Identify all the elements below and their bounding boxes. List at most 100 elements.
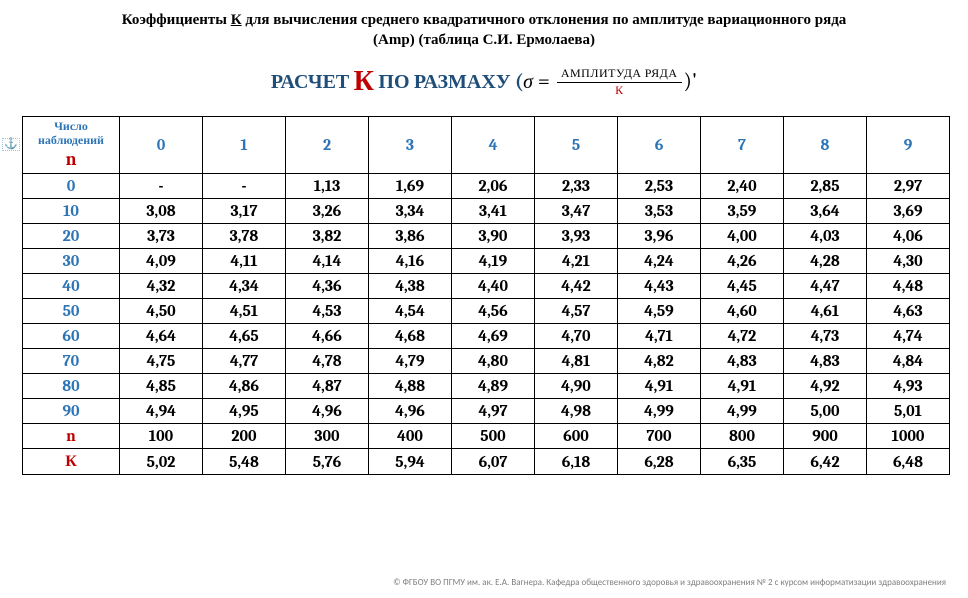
- table-cell: 4,59: [618, 299, 701, 324]
- table-cell: 4,78: [286, 349, 369, 374]
- table-cell: 2,40: [701, 174, 784, 199]
- table-cell: 4,70: [535, 324, 618, 349]
- table-cell: 4,99: [618, 399, 701, 424]
- table-cell: 4,85: [120, 374, 203, 399]
- table-cell: 3,08: [120, 199, 203, 224]
- table-cell: 4,72: [701, 324, 784, 349]
- row-label: 60: [23, 324, 120, 349]
- header-n-symbol: n: [23, 150, 119, 171]
- table-cell: 2,06: [452, 174, 535, 199]
- table-cell: 4,34: [203, 274, 286, 299]
- table-row: 704,754,774,784,794,804,814,824,834,834,…: [23, 349, 950, 374]
- table-cell: 4,11: [203, 249, 286, 274]
- table-cell: 4,92: [784, 374, 867, 399]
- row-label: 20: [23, 224, 120, 249]
- title-line-1: Коэффициенты К для вычисления среднего к…: [122, 12, 847, 28]
- header-col-0: 0: [120, 116, 203, 173]
- table-cell: 2,53: [618, 174, 701, 199]
- table-cell: 4,80: [452, 349, 535, 374]
- table-cell: 4,87: [286, 374, 369, 399]
- table-cell: 200: [203, 424, 286, 449]
- row-label: 80: [23, 374, 120, 399]
- table-cell: 300: [286, 424, 369, 449]
- table-cell: 4,99: [701, 399, 784, 424]
- table-cell: 4,14: [286, 249, 369, 274]
- table-cell: 4,36: [286, 274, 369, 299]
- row-label: 70: [23, 349, 120, 374]
- row-label: 40: [23, 274, 120, 299]
- table-cell: 4,47: [784, 274, 867, 299]
- formula-middle: ПО РАЗМАХУ (: [374, 70, 523, 93]
- table-cell: 4,19: [452, 249, 535, 274]
- table-cell: 4,45: [701, 274, 784, 299]
- coefficients-table: Число наблюдений n 0 1 2 3 4 5 6 7 8 9 0…: [22, 116, 950, 475]
- table-cell: 4,28: [784, 249, 867, 274]
- header-col-9: 9: [867, 116, 950, 173]
- table-cell: 6,42: [784, 449, 867, 475]
- table-cell: 3,86: [369, 224, 452, 249]
- table-cell: 4,83: [701, 349, 784, 374]
- table-row-n: n1002003004005006007008009001000: [23, 424, 950, 449]
- table-cell: 4,98: [535, 399, 618, 424]
- table-row: 904,944,954,964,964,974,984,994,995,005,…: [23, 399, 950, 424]
- table-cell: 4,60: [701, 299, 784, 324]
- title-line-2: (Amp) (таблица С.И. Ермолаева): [373, 32, 595, 48]
- table-cell: 4,54: [369, 299, 452, 324]
- table-cell: 4,91: [618, 374, 701, 399]
- table-row: 304,094,114,144,164,194,214,244,264,284,…: [23, 249, 950, 274]
- table-cell: 4,79: [369, 349, 452, 374]
- formula-apostrophe: ': [692, 68, 697, 94]
- table-cell: 4,74: [867, 324, 950, 349]
- table-cell: 2,97: [867, 174, 950, 199]
- table-cell: 6,07: [452, 449, 535, 475]
- table-cell: 5,01: [867, 399, 950, 424]
- table-cell: -: [120, 174, 203, 199]
- table-cell: 4,66: [286, 324, 369, 349]
- table-cell: 2,33: [535, 174, 618, 199]
- table-cell: 3,59: [701, 199, 784, 224]
- table-cell: 3,93: [535, 224, 618, 249]
- table-cell: 4,09: [120, 249, 203, 274]
- table-cell: 4,86: [203, 374, 286, 399]
- table-cell: 4,53: [286, 299, 369, 324]
- table-cell: 4,94: [120, 399, 203, 424]
- table-cell: 4,06: [867, 224, 950, 249]
- table-cell: 4,96: [286, 399, 369, 424]
- table-cell: 3,82: [286, 224, 369, 249]
- table-row-k: К5,025,485,765,946,076,186,286,356,426,4…: [23, 449, 950, 475]
- table-row: 103,083,173,263,343,413,473,533,593,643,…: [23, 199, 950, 224]
- table-cell: 4,61: [784, 299, 867, 324]
- table-cell: 2,85: [784, 174, 867, 199]
- table-cell: 4,73: [784, 324, 867, 349]
- table-cell: 4,57: [535, 299, 618, 324]
- table-cell: 5,00: [784, 399, 867, 424]
- table-cell: 400: [369, 424, 452, 449]
- row-label-k: К: [23, 449, 120, 475]
- header-col-2: 2: [286, 116, 369, 173]
- row-label: 90: [23, 399, 120, 424]
- table-cell: 4,16: [369, 249, 452, 274]
- table-cell: 4,96: [369, 399, 452, 424]
- table-cell: 4,84: [867, 349, 950, 374]
- table-row: 804,854,864,874,884,894,904,914,914,924,…: [23, 374, 950, 399]
- table-cell: 500: [452, 424, 535, 449]
- table-cell: 4,03: [784, 224, 867, 249]
- header-n-line1: Число: [54, 119, 88, 133]
- table-cell: 4,65: [203, 324, 286, 349]
- table-cell: 3,41: [452, 199, 535, 224]
- table-cell: 6,48: [867, 449, 950, 475]
- table-cell: 4,00: [701, 224, 784, 249]
- table-cell: 6,35: [701, 449, 784, 475]
- table-cell: 4,63: [867, 299, 950, 324]
- table-row: 404,324,344,364,384,404,424,434,454,474,…: [23, 274, 950, 299]
- table-cell: 4,64: [120, 324, 203, 349]
- table-cell: 4,48: [867, 274, 950, 299]
- table-cell: 4,30: [867, 249, 950, 274]
- table-cell: 1000: [867, 424, 950, 449]
- formula-prefix: РАСЧЕТ: [271, 70, 354, 93]
- footer-text: © ФГБОУ ВО ПГМУ им. ак. Е.А. Вагнера. Ка…: [393, 577, 946, 588]
- table-cell: 1,13: [286, 174, 369, 199]
- formula-sigma: σ: [523, 70, 533, 93]
- header-col-5: 5: [535, 116, 618, 173]
- table-cell: 4,89: [452, 374, 535, 399]
